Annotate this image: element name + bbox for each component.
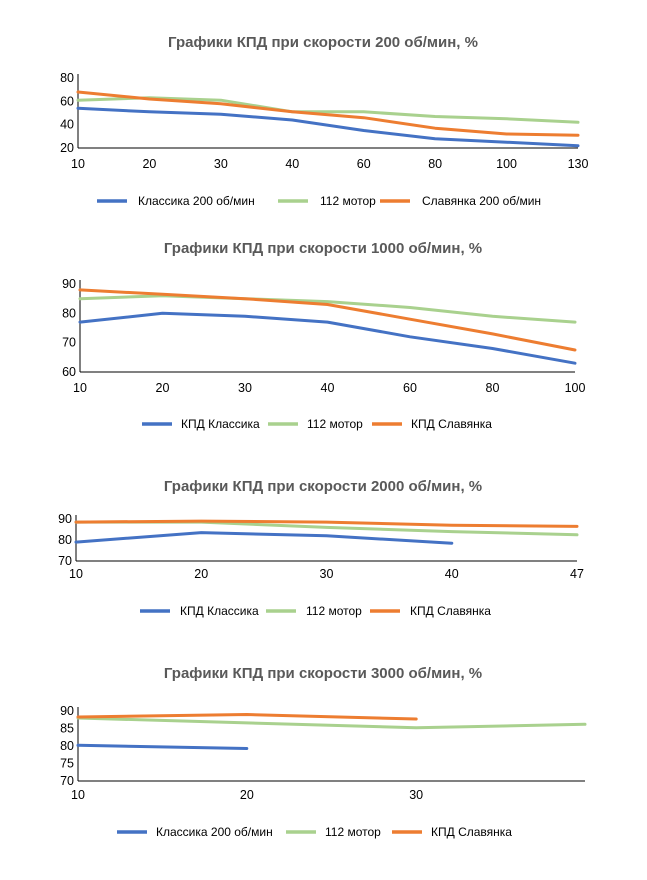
legend-label: 112 мотор: [325, 825, 381, 839]
legend-label: КПД Славянка: [431, 825, 512, 839]
x-tick-label: 30: [214, 157, 228, 171]
x-tick-label: 20: [142, 157, 156, 171]
series-line-1: [76, 743, 249, 750]
series-line-3: [76, 713, 418, 721]
series-line-1: [78, 311, 577, 365]
x-tick-label: 30: [238, 381, 252, 395]
x-tick-label: 80: [486, 381, 500, 395]
x-tick-label: 20: [240, 788, 254, 802]
chart-title: Графики КПД при скорости 3000 об/мин, %: [164, 665, 482, 682]
series-line-1: [74, 531, 454, 545]
x-tick-label: 40: [321, 381, 335, 395]
x-tick-label: 20: [194, 567, 208, 581]
x-tick-label: 20: [156, 381, 170, 395]
x-tick-label: 40: [445, 567, 459, 581]
legend-label: 112 мотор: [320, 194, 376, 208]
series-line-3: [78, 288, 577, 352]
y-tick-label: 70: [60, 774, 74, 788]
legend-label: КПД Славянка: [410, 604, 491, 618]
chart-3000-rpm: Графики КПД при скорости 3000 об/мин, % 7…: [0, 658, 647, 848]
legend-label: Славянка 200 об/мин: [422, 194, 541, 208]
y-tick-label: 75: [60, 757, 74, 771]
y-tick-label: 80: [58, 533, 72, 547]
x-tick-label: 47: [570, 567, 584, 581]
legend-label: Классика 200 об/мин: [138, 194, 255, 208]
chart-title: Графики КПД при скорости 2000 об/мин, %: [164, 478, 482, 495]
y-tick-label: 40: [60, 118, 74, 132]
x-tick-label: 10: [71, 157, 85, 171]
y-tick-label: 70: [62, 336, 76, 350]
x-tick-label: 10: [69, 567, 83, 581]
x-tick-label: 60: [357, 157, 371, 171]
series-line-2: [76, 96, 580, 124]
legend-label: КПД Классика: [180, 604, 259, 618]
y-tick-label: 90: [60, 704, 74, 718]
x-tick-label: 30: [320, 567, 334, 581]
chart-3000-svg: Графики КПД при скорости 3000 об/мин, % 7…: [60, 665, 587, 839]
series-line-2: [78, 294, 577, 324]
chart-200-rpm: Графики КПД при скорости 200 об/мин, % 20…: [0, 20, 647, 220]
legend-label: Классика 200 об/мин: [156, 825, 273, 839]
legend-label: 112 мотор: [307, 417, 363, 431]
series-line-2: [74, 520, 579, 537]
x-tick-label: 100: [496, 157, 517, 171]
chart-title: Графики КПД при скорости 200 об/мин, %: [168, 34, 478, 51]
legend-label: 112 мотор: [306, 604, 362, 618]
y-tick-label: 80: [62, 306, 76, 320]
x-tick-label: 10: [73, 381, 87, 395]
y-tick-label: 20: [60, 141, 74, 155]
y-tick-label: 60: [60, 94, 74, 108]
y-tick-label: 80: [60, 71, 74, 85]
y-tick-label: 80: [60, 739, 74, 753]
series-line-2: [76, 716, 587, 730]
x-tick-label: 10: [71, 788, 85, 802]
chart-200-svg: Графики КПД при скорости 200 об/мин, % 20…: [60, 34, 589, 208]
x-tick-label: 100: [565, 381, 586, 395]
x-tick-label: 130: [568, 157, 589, 171]
legend-label: КПД Классика: [181, 417, 260, 431]
chart-2000-svg: Графики КПД при скорости 2000 об/мин, % 7…: [58, 478, 584, 618]
y-tick-label: 90: [58, 512, 72, 526]
x-tick-label: 30: [409, 788, 423, 802]
chart-1000-svg: Графики КПД при скорости 1000 об/мин, % 6…: [62, 240, 586, 431]
y-tick-label: 60: [62, 365, 76, 379]
x-tick-label: 80: [428, 157, 442, 171]
series-line-3: [76, 90, 580, 137]
y-tick-label: 70: [58, 554, 72, 568]
x-tick-label: 40: [285, 157, 299, 171]
legend-label: КПД Славянка: [411, 417, 492, 431]
y-tick-label: 85: [60, 722, 74, 736]
y-tick-label: 90: [62, 277, 76, 291]
series-line-1: [76, 106, 580, 148]
chart-1000-rpm: Графики КПД при скорости 1000 об/мин, % 6…: [0, 232, 647, 442]
x-tick-label: 60: [403, 381, 417, 395]
chart-title: Графики КПД при скорости 1000 об/мин, %: [164, 240, 482, 257]
series-line-3: [74, 519, 579, 528]
chart-2000-rpm: Графики КПД при скорости 2000 об/мин, % 7…: [0, 470, 647, 630]
